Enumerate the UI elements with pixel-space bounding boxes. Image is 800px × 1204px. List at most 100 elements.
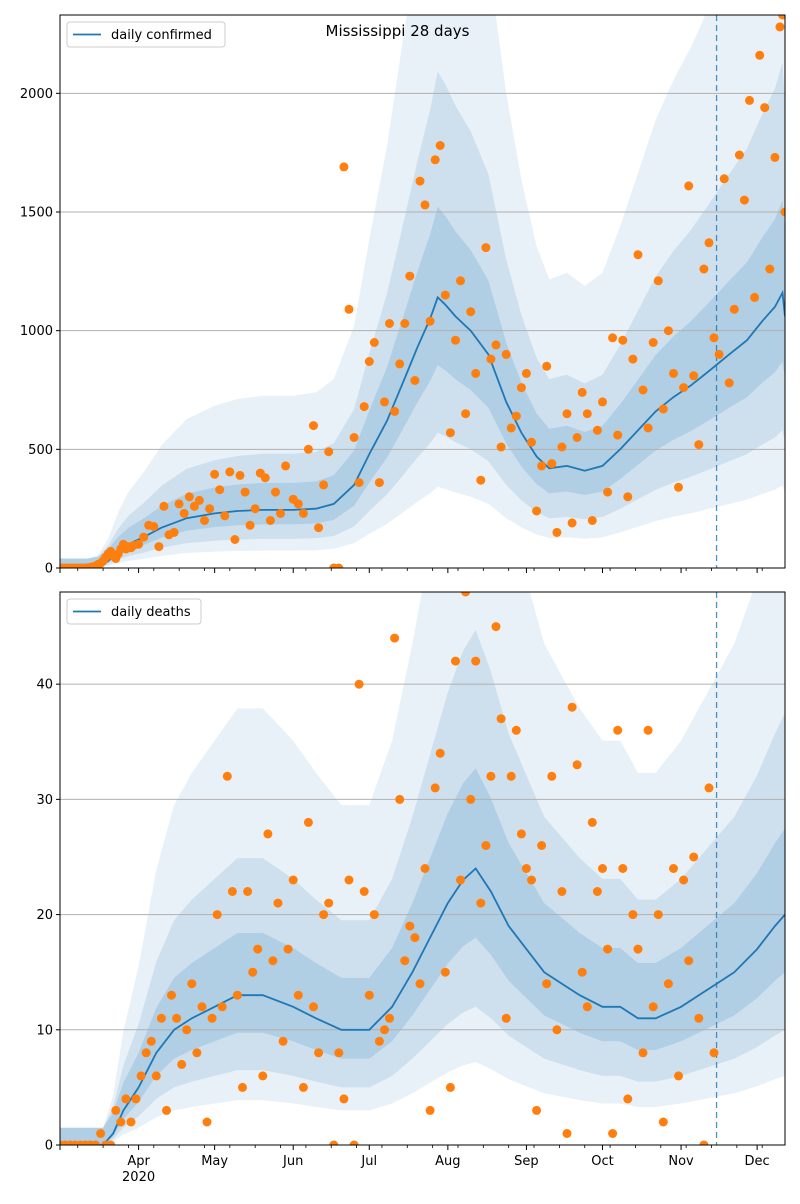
data-point: [205, 504, 215, 514]
data-point: [319, 480, 329, 490]
data-point: [197, 1002, 207, 1012]
data-point: [719, 174, 729, 184]
uncertainty-band-0: [60, 15, 785, 568]
data-point: [154, 542, 164, 552]
data-point: [385, 319, 394, 328]
data-point: [385, 1013, 394, 1023]
data-point: [471, 368, 481, 378]
y-tick-label: 1000: [20, 324, 53, 339]
data-point: [714, 349, 724, 359]
data-point: [557, 887, 567, 896]
data-point: [562, 409, 572, 419]
data-point: [532, 1105, 542, 1115]
data-point: [314, 523, 324, 533]
data-point: [613, 725, 623, 735]
data-point: [567, 702, 577, 712]
data-point: [542, 979, 552, 989]
band-group-0: [60, 15, 785, 568]
data-point: [288, 875, 298, 885]
data-point: [425, 1105, 435, 1115]
data-point: [527, 437, 536, 447]
data-point: [674, 482, 683, 492]
data-point: [334, 1048, 344, 1058]
data-point: [405, 921, 415, 931]
data-point: [364, 357, 374, 366]
data-point: [603, 944, 613, 954]
data-point: [709, 333, 719, 343]
data-point: [527, 875, 536, 885]
y-tick-label: 20: [36, 908, 53, 923]
data-point: [770, 152, 780, 162]
data-point: [212, 910, 222, 920]
data-point: [253, 944, 263, 954]
data-point: [724, 378, 734, 388]
y-tick-label: 40: [36, 678, 53, 693]
uncertainty-band-1: [60, 62, 785, 568]
data-point: [669, 368, 678, 378]
data-point: [339, 162, 349, 172]
data-point: [265, 516, 275, 525]
data-point: [663, 979, 673, 989]
data-point: [775, 22, 785, 32]
data-point: [179, 508, 189, 518]
data-point: [435, 748, 445, 758]
data-point: [709, 1048, 719, 1058]
data-point: [106, 1140, 116, 1145]
data-point: [182, 1025, 192, 1035]
data-point: [430, 155, 440, 165]
data-point: [532, 506, 542, 516]
data-point: [268, 956, 278, 966]
data-point: [248, 967, 258, 977]
data-point: [131, 1094, 141, 1104]
y-tick-label: 10: [36, 1023, 53, 1038]
data-point: [456, 875, 465, 885]
data-point: [395, 794, 405, 804]
data-point: [263, 829, 273, 839]
data-point: [562, 1129, 572, 1138]
data-point: [689, 371, 699, 381]
legend-box: [66, 598, 202, 625]
data-point: [648, 1002, 658, 1012]
data-point: [613, 430, 623, 440]
data-point: [271, 487, 280, 497]
data-point: [134, 539, 144, 549]
y-tick-label: 0: [45, 562, 53, 577]
data-point: [400, 956, 410, 966]
data-point: [780, 207, 785, 217]
data-point: [281, 461, 291, 471]
data-point: [623, 492, 633, 502]
data-point: [628, 910, 638, 920]
data-point: [319, 910, 329, 920]
data-point: [648, 338, 658, 347]
data-point: [451, 335, 460, 345]
data-point: [521, 864, 531, 873]
data-point: [167, 990, 176, 1000]
data-point: [116, 1117, 126, 1127]
legend-label: daily deaths: [111, 605, 191, 620]
data-point: [699, 264, 709, 274]
x-tick-label: Jun: [282, 1154, 303, 1169]
data-point: [405, 271, 415, 281]
data-point: [653, 910, 663, 920]
data-point: [349, 433, 359, 442]
data-point: [349, 1140, 359, 1145]
data-point: [689, 852, 699, 862]
x-tick-label: Jul: [360, 1154, 377, 1169]
data-point: [400, 319, 410, 328]
data-point: [755, 50, 765, 60]
data-point: [250, 504, 260, 514]
data-point: [491, 340, 501, 350]
data-point: [486, 354, 496, 364]
data-point: [461, 592, 471, 597]
data-point: [225, 467, 235, 477]
data-point: [156, 1013, 166, 1023]
data-point: [592, 425, 602, 435]
data-point: [643, 725, 653, 735]
data-point: [552, 527, 562, 537]
data-point: [96, 1129, 106, 1138]
data-point: [390, 633, 400, 643]
data-point: [496, 714, 506, 724]
data-point: [136, 1071, 146, 1081]
data-point: [577, 387, 587, 397]
